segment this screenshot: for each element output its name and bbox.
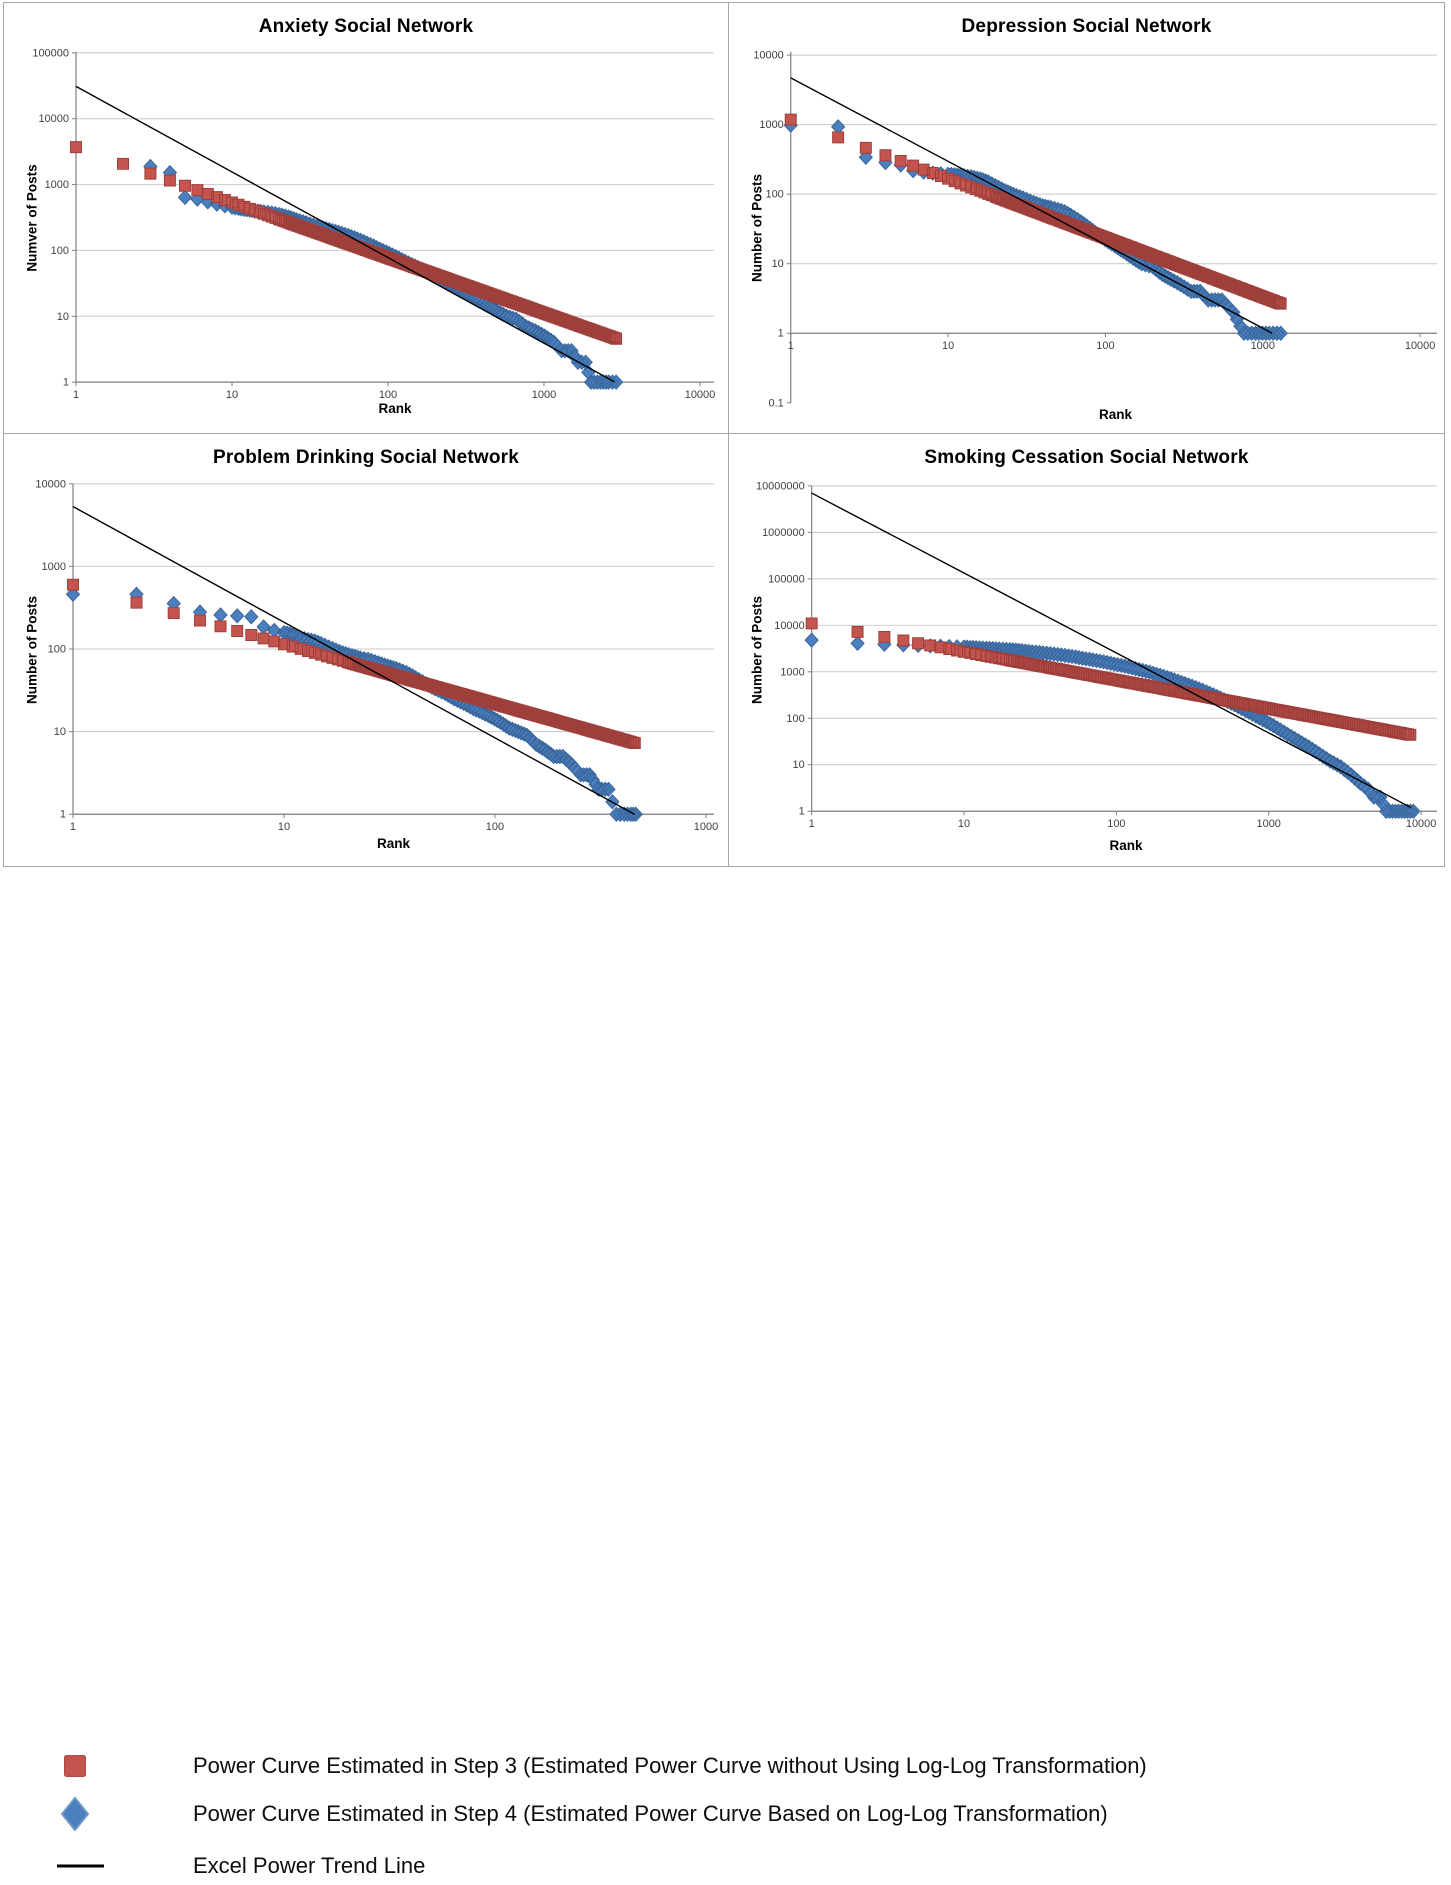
svg-text:100000: 100000 [32,47,69,59]
svg-text:10000: 10000 [685,389,716,401]
step4-series [783,117,1288,341]
svg-text:1: 1 [788,340,794,352]
svg-text:10000: 10000 [35,478,66,490]
step4-series [65,586,643,822]
svg-text:100: 100 [48,644,66,656]
svg-text:10: 10 [942,340,954,352]
chart-panel-smoking-cessation: 10000000 1000000 100000 10000 1000 100 10 1 1 10 1… [728,434,1444,866]
step3-series [784,113,1287,310]
svg-text:100: 100 [379,389,397,401]
svg-text:1000: 1000 [1251,340,1275,352]
svg-text:10: 10 [958,818,970,830]
svg-text:1000000: 1000000 [762,527,805,539]
trend-line [72,505,636,816]
legend-item-trend: Excel Power Trend Line [0,1847,425,1885]
svg-text:10: 10 [772,258,784,270]
chart-panel-problem-drinking: 10000 1000 100 10 1 1 10 100 1000 Problem Drinki… [4,434,728,866]
chart-title: Smoking Cessation Social Network [924,447,1249,468]
step3-series [67,578,641,750]
svg-text:1000: 1000 [1257,818,1281,830]
chart-panel-depression: 10000 1000 100 10 1 0.1 1 10 100 1000 10000 Depres… [728,3,1444,434]
svg-text:10: 10 [57,311,69,323]
y-axis-title: Number of Posts [749,173,765,283]
svg-text:10: 10 [278,821,290,833]
svg-text:10: 10 [226,389,238,401]
legend-item-step3: Power Curve Estimated in Step 3 (Estimat… [0,1747,1147,1785]
svg-text:100: 100 [51,245,69,257]
y-axis-title: Numver of Posts [24,164,40,272]
chart-title: Depression Social Network [961,16,1212,37]
x-axis-title: Rank [1109,838,1143,853]
svg-text:1000: 1000 [780,666,804,678]
chart-panel-anxiety: 100000 10000 1000 100 10 1 1 10 100 1000 10000 Anx… [4,3,728,434]
trend-line [790,77,1273,334]
svg-text:10000: 10000 [753,50,783,62]
x-axis-title: Rank [378,401,412,416]
svg-text:1: 1 [799,806,805,818]
svg-text:10000: 10000 [774,620,804,632]
y-axis-title: Number of Posts [24,595,40,705]
trend-line [75,85,615,383]
legend-item-step4: Power Curve Estimated in Step 4 (Estimat… [0,1795,1108,1833]
trend-line-icon [57,1864,104,1868]
svg-text:1000: 1000 [694,821,718,833]
svg-text:10000000: 10000000 [756,480,805,492]
smoking-cessation-scatter-plot: 10000000 1000000 100000 10000 1000 100 10 11 10 1… [756,480,1438,830]
svg-text:100: 100 [1107,818,1125,830]
step3-series [805,617,1417,741]
svg-text:10000: 10000 [38,113,69,125]
legend-label: Power Curve Estimated in Step 3 (Estimat… [193,1753,1147,1778]
step4-diamond-icon [60,1796,90,1832]
y-axis-title: Number of Posts [749,595,765,705]
svg-text:100: 100 [766,189,784,201]
charts-grid: 100000 10000 1000 100 10 1 1 10 100 1000 10000 Anx… [3,2,1445,867]
svg-text:1: 1 [63,377,69,389]
svg-text:100: 100 [486,821,504,833]
svg-text:100: 100 [786,713,804,725]
trend-line [811,492,1412,809]
anxiety-scatter-plot: 100000 10000 1000 100 10 11 10 100 1000 10000 [32,47,716,401]
depression-scatter-plot: 10000 1000 100 10 1 0.1 1 10 100 1000 10000 [753,50,1438,409]
svg-text:0.1: 0.1 [769,397,784,409]
svg-text:1000: 1000 [759,119,783,131]
svg-text:100: 100 [1096,340,1114,352]
svg-text:1000: 1000 [45,179,69,191]
svg-text:10: 10 [793,759,805,771]
svg-text:1: 1 [60,809,66,821]
problem-drinking-scatter-plot: 10000 1000 100 10 11 10 100 1000 [35,478,718,833]
svg-text:10000: 10000 [1406,818,1436,830]
svg-text:1: 1 [778,328,784,340]
chart-title: Anxiety Social Network [258,16,474,37]
step3-square-icon [64,1755,86,1777]
svg-text:1: 1 [73,389,79,401]
step3-series [70,141,623,345]
svg-text:1000: 1000 [42,561,66,573]
svg-text:10: 10 [54,726,66,738]
svg-text:1: 1 [70,821,76,833]
chart-title: Problem Drinking Social Network [212,447,520,468]
legend: Power Curve Estimated in Step 3 (Estimat… [0,867,1451,1878]
legend-label: Power Curve Estimated in Step 4 (Estimat… [193,1801,1108,1826]
x-axis-title: Rank [1098,407,1132,422]
svg-text:10000: 10000 [1405,340,1435,352]
legend-label: Excel Power Trend Line [193,1853,426,1878]
x-axis-title: Rank [376,836,410,851]
svg-text:100000: 100000 [768,573,805,585]
svg-text:1000: 1000 [532,389,556,401]
svg-text:1: 1 [809,818,815,830]
